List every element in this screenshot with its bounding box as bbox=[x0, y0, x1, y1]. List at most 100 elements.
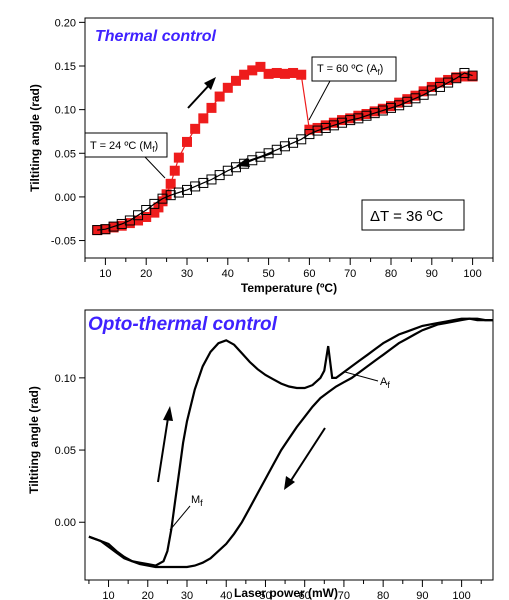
cooling-arrow bbox=[236, 152, 273, 167]
thermal-y-tick-label: -0.05 bbox=[51, 236, 76, 248]
thermal-series-1-point bbox=[296, 134, 307, 145]
opto-x-tick-label: 60 bbox=[299, 590, 311, 600]
svg-text:Af: Af bbox=[380, 376, 390, 390]
thermal-x-axis: 10 20 30 40 50 60 70 80 90 100 bbox=[84, 258, 494, 280]
thermal-series-0-point bbox=[263, 68, 274, 79]
thermal-y-label: Tiltiting angle (rad) bbox=[28, 84, 42, 192]
thermal-series-1-point bbox=[141, 205, 152, 215]
thermal-series-1-point bbox=[377, 105, 388, 116]
thermal-series-1-point bbox=[116, 218, 127, 229]
opto-series-1-line bbox=[88, 317, 493, 569]
cooling-arrow-opto bbox=[284, 427, 326, 490]
opto-x-tick-label: 30 bbox=[181, 590, 193, 600]
thermal-series-1-point bbox=[222, 165, 233, 176]
thermal-series-0-point bbox=[190, 123, 201, 134]
opto-series bbox=[88, 317, 493, 569]
opto-af-annotation: Af bbox=[344, 371, 390, 390]
heating-arrow-opto bbox=[157, 406, 173, 483]
thermal-y-axis: -0.05 0.00 0.05 0.10 0.15 0.20 bbox=[51, 17, 85, 248]
af-annotation-text: T = 60 ºC (A bbox=[317, 63, 378, 75]
thermal-x-tick-label: 30 bbox=[181, 268, 193, 280]
opto-mf-sub: f bbox=[200, 498, 203, 508]
thermal-x-label: Temperature (ºC) bbox=[241, 281, 337, 295]
opto-mf-text: M bbox=[191, 494, 200, 506]
thermal-y-tick-label: 0.10 bbox=[55, 105, 76, 117]
opto-y-axis: 0.00 0.05 0.10 bbox=[55, 373, 85, 529]
thermal-series-1-point bbox=[304, 129, 315, 140]
thermal-series-1-point bbox=[361, 110, 372, 121]
svg-text:Mf: Mf bbox=[191, 494, 203, 508]
opto-af-sub: f bbox=[387, 380, 390, 390]
opto-x-tick-label: 10 bbox=[102, 590, 114, 600]
thermal-series-0-point bbox=[271, 67, 282, 78]
thermal-series-0-point bbox=[279, 68, 290, 79]
thermal-series-0-point bbox=[182, 136, 192, 147]
thermal-series-1-point bbox=[394, 100, 405, 111]
delta-t-text: ΔT = 36 ºC bbox=[370, 208, 443, 225]
thermal-series-1-point bbox=[288, 137, 299, 148]
af-annotation: T = 60 ºC (Af) bbox=[308, 56, 397, 121]
thermal-series-1-point bbox=[451, 73, 462, 84]
thermal-series-1-point bbox=[459, 67, 470, 78]
thermal-x-tick-label: 100 bbox=[463, 268, 481, 280]
thermal-series-0-point bbox=[214, 91, 225, 102]
thermal-series-0-point bbox=[247, 65, 258, 76]
af-annotation-sub: f bbox=[377, 68, 380, 77]
thermal-x-tick-label: 90 bbox=[426, 268, 438, 280]
thermal-series-1-point bbox=[173, 187, 184, 198]
thermal-series-0-point bbox=[239, 69, 250, 80]
opto-title: Opto-thermal control bbox=[88, 314, 278, 335]
thermal-series-1-point bbox=[190, 181, 201, 192]
thermal-series-1-point bbox=[133, 210, 144, 221]
opto-series-0-line bbox=[88, 317, 493, 567]
thermal-series-1-point bbox=[255, 151, 266, 162]
thermal-series-0-point bbox=[296, 69, 307, 80]
opto-y-tick-label: 0.10 bbox=[55, 373, 76, 385]
thermal-series-1-point bbox=[230, 162, 241, 173]
mf-annotation-sub: f bbox=[152, 145, 155, 154]
thermal-series-1-point bbox=[271, 144, 282, 155]
opto-y-label: Tiltiting angle (rad) bbox=[27, 386, 41, 494]
thermal-series-1-point bbox=[312, 125, 323, 136]
af-annotation-close: ) bbox=[380, 63, 384, 75]
opto-thermal-chart: Opto-thermal control 0.00 0.05 0.10 10 20 30… bbox=[27, 309, 494, 600]
thermal-series-0-point bbox=[255, 61, 266, 72]
mf-annotation-close: ) bbox=[154, 140, 158, 152]
thermal-series-0-point bbox=[173, 152, 184, 163]
thermal-y-tick-label: 0.20 bbox=[55, 17, 76, 29]
thermal-y-tick-label: 0.05 bbox=[55, 148, 76, 160]
opto-y-tick-label: 0.00 bbox=[55, 517, 76, 529]
thermal-x-tick-label: 80 bbox=[385, 268, 397, 280]
thermal-series-1-point bbox=[149, 198, 160, 209]
thermal-title: Thermal control bbox=[95, 28, 216, 45]
thermal-series-0-point bbox=[198, 113, 209, 124]
thermal-chart: Thermal control -0.05 0.00 0.05 0.10 0.15 0.2… bbox=[28, 17, 494, 295]
thermal-x-tick-label: 50 bbox=[262, 268, 274, 280]
opto-x-tick-label: 20 bbox=[142, 590, 154, 600]
opto-x-tick-label: 90 bbox=[416, 590, 428, 600]
delta-t-annotation: ΔT = 36 ºC bbox=[361, 199, 465, 231]
opto-y-tick-label: 0.05 bbox=[55, 445, 76, 457]
thermal-y-tick-label: 0.00 bbox=[55, 192, 76, 204]
thermal-series-1-point bbox=[402, 96, 413, 107]
thermal-series-0-point bbox=[165, 178, 176, 189]
heating-arrow bbox=[187, 77, 216, 109]
thermal-series-0-point bbox=[222, 82, 233, 93]
thermal-series-0-point bbox=[206, 102, 217, 113]
thermal-series-1-point bbox=[320, 122, 331, 133]
thermal-series-1-point bbox=[263, 148, 274, 159]
thermal-series-1-point bbox=[369, 108, 380, 119]
thermal-series-1-point bbox=[100, 224, 111, 235]
thermal-series-1-point bbox=[386, 102, 396, 113]
opto-x-tick-label: 80 bbox=[377, 590, 389, 600]
thermal-x-tick-label: 70 bbox=[344, 268, 356, 280]
thermal-series-1-point bbox=[426, 85, 437, 96]
mf-annotation-text: T = 24 ºC (M bbox=[90, 140, 152, 152]
thermal-series-1-point bbox=[108, 221, 119, 232]
thermal-x-tick-label: 20 bbox=[140, 268, 152, 280]
thermal-series-0-point bbox=[169, 165, 180, 176]
thermal-series-1-point bbox=[247, 155, 258, 166]
thermal-series-1-point bbox=[157, 193, 168, 204]
svg-text:T = 60 ºC (Af): T = 60 ºC (Af) bbox=[317, 63, 383, 77]
